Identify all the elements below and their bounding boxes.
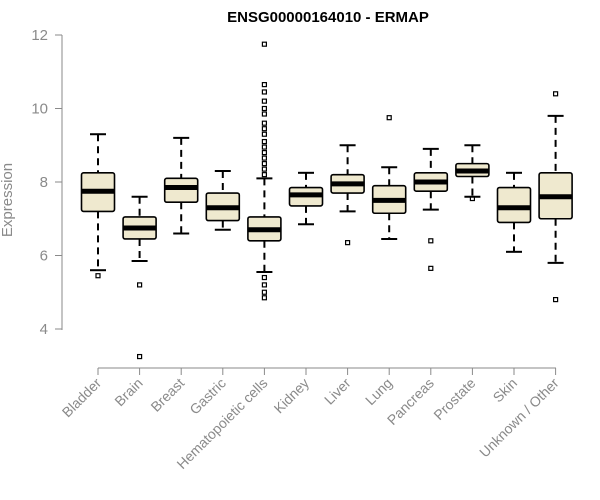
y-tick-label: 10 [31,101,48,118]
outlier-point [345,240,351,246]
box-group [80,133,116,279]
outlier-point [261,131,267,137]
x-tick-label: Breast [147,375,187,415]
x-tick-label: Prostate [430,375,478,423]
x-tick-label: Lung [362,375,395,408]
box-group [205,169,241,231]
box-group [122,195,157,360]
outlier-point [261,105,267,112]
box-group [330,144,365,246]
box-group [455,144,490,202]
box-group [247,41,282,301]
outlier-point [95,273,101,279]
outlier-point [386,115,392,121]
chart-title: ENSG00000164010 - ERMAP [227,9,429,26]
box-group [413,147,449,271]
outlier-point [261,172,267,178]
y-tick-label: 12 [31,27,48,44]
outlier-point [261,155,267,161]
outlier-point [261,82,267,88]
outlier-point [137,353,143,360]
x-tick-label: Brain [111,375,145,409]
y-tick-label: 8 [40,174,48,191]
outlier-point [428,238,434,244]
outlier-point [261,111,267,117]
iqr-box [496,186,532,224]
outlier-point [261,120,267,126]
boxes [80,41,573,360]
box-group [163,136,199,235]
box-group [371,115,407,240]
outlier-point [261,295,267,301]
iqr-box [163,177,199,204]
outlier-point [552,91,559,97]
outlier-point [261,289,267,295]
x-tick-label: Bladder [59,375,105,421]
outlier-point [137,282,143,288]
y-ticks: 4 6 8 10 12 [31,27,62,338]
box-group [496,171,532,253]
x-tick-label: Unknown / Other [476,375,562,461]
outlier-point [428,265,434,271]
outlier-point [261,126,267,132]
outlier-point [552,297,559,303]
box-group [288,171,324,226]
outlier-point [261,282,267,288]
outlier-point [469,195,475,202]
y-tick-label: 6 [40,248,48,265]
outlier-point [261,98,267,104]
outlier-point [261,138,267,145]
outlier-point [261,274,267,281]
x-tick-label: Kidney [271,375,313,417]
box-group [538,91,573,303]
x-tick-label: Liver [321,375,354,408]
y-axis-label: Expression [0,163,16,237]
outlier-point [261,150,267,156]
outlier-point [261,144,267,150]
outlier-point [261,166,267,172]
outlier-point [261,41,267,47]
y-tick-label: 4 [40,321,48,338]
x-tick-label: Skin [490,375,521,406]
outlier-point [261,161,267,167]
outlier-point [261,89,267,95]
